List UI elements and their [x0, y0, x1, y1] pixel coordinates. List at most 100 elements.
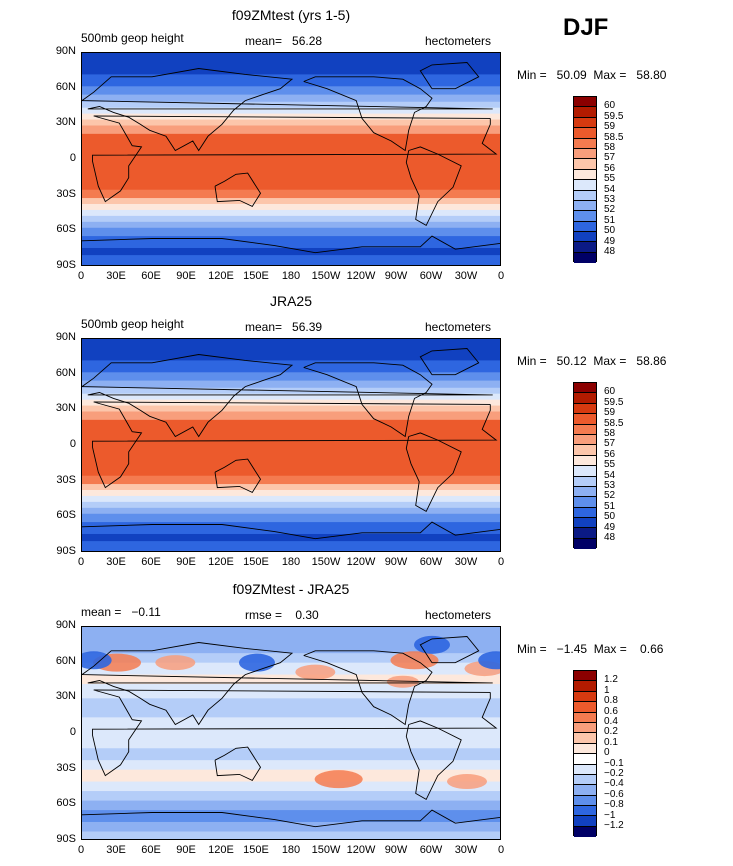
colorbar-segment — [574, 671, 596, 682]
colorbar-segment — [574, 774, 596, 786]
lat-tick-label: 60N — [55, 366, 76, 379]
colorbar-label: 58.5 — [604, 131, 624, 143]
colorbar-label: 49 — [604, 521, 616, 533]
lon-tick-label: 150W — [311, 844, 341, 856]
colorbar-segment — [574, 764, 596, 775]
colorbar-label: −0.8 — [604, 799, 624, 811]
colorbar — [573, 670, 597, 838]
lon-tick-label: 180 — [281, 844, 301, 856]
lon-tick-label: 30W — [454, 270, 478, 282]
lat-tick-label: 60N — [55, 80, 76, 93]
colorbar-label: 48 — [604, 532, 616, 543]
colorbar-label: 0.4 — [604, 716, 618, 727]
colorbar-label: 57 — [604, 152, 616, 164]
colorbar-segment — [574, 518, 596, 529]
colorbar-label: 58 — [604, 428, 616, 439]
lon-tick-label: 150E — [243, 270, 269, 282]
colorbar-label: −0.1 — [604, 757, 624, 769]
colorbar — [573, 382, 597, 550]
colorbar-segment — [574, 826, 596, 838]
lon-tick-label: 0 — [77, 844, 85, 856]
colorbar-segment — [574, 538, 596, 550]
colorbar-label: 0.1 — [604, 736, 618, 748]
colorbar-segment — [574, 242, 596, 253]
lon-tick-label: 180 — [281, 556, 301, 568]
lat-tick-label: 30S — [56, 473, 76, 486]
lon-tick-label: 0 — [497, 270, 505, 282]
colorbar-label: −1 — [604, 809, 616, 821]
lon-tick-label: 120W — [346, 844, 376, 856]
colorbar-segment — [574, 466, 596, 477]
lon-tick-label: 60W — [419, 844, 443, 856]
header-left: 500mb geop height — [81, 31, 184, 45]
colorbar-segment — [574, 486, 596, 498]
colorbar-segment — [574, 785, 596, 796]
colorbar-label: 54 — [604, 183, 616, 195]
colorbar-label: 53 — [604, 194, 616, 205]
lon-tick-label: 30E — [106, 556, 126, 568]
lat-tick-label: 60S — [56, 223, 76, 236]
colorbar-label: 58.5 — [604, 417, 624, 429]
colorbar-segment — [574, 816, 596, 827]
colorbar-segment — [574, 414, 596, 425]
colorbar-label: 58 — [604, 142, 616, 153]
colorbar-segment — [574, 148, 596, 160]
lon-tick-label: 90W — [384, 556, 408, 568]
colorbar-segment — [574, 221, 596, 233]
colorbar-segment — [574, 702, 596, 713]
colorbar-label: 60 — [604, 100, 616, 112]
lat-tick-label: 30N — [55, 116, 76, 129]
lon-tick-label: 30W — [454, 844, 478, 856]
colorbar-segment — [574, 211, 596, 222]
header-units: hectometers — [425, 34, 492, 48]
lon-tick-label: 120E — [208, 556, 234, 568]
lat-tick-label: 90S — [56, 833, 76, 845]
colorbar-label: −1.2 — [604, 820, 624, 831]
colorbar-label: 48 — [604, 246, 616, 257]
lon-tick-label: 90E — [176, 556, 196, 568]
colorbar-label: 0 — [604, 747, 610, 759]
colorbar-label: 50 — [604, 511, 616, 523]
colorbar-label: 53 — [604, 480, 616, 491]
lon-tick-label: 30E — [106, 844, 126, 856]
lon-tick-label: 90W — [384, 844, 408, 856]
colorbar-segment — [574, 733, 596, 744]
panel-title: f09ZMtest - JRA25 — [232, 581, 350, 597]
lat-tick-label: 90N — [55, 45, 76, 57]
colorbar-segment — [574, 455, 596, 467]
colorbar-segment — [574, 424, 596, 435]
colorbar-segment — [574, 754, 596, 765]
colorbar-label: 51 — [604, 500, 616, 512]
colorbar-segment — [574, 476, 596, 487]
colorbar-label: 57 — [604, 438, 616, 450]
lat-tick-label: 60N — [55, 654, 76, 667]
lat-tick-label: 90N — [55, 331, 76, 343]
colorbar-label: 52 — [604, 204, 616, 216]
lon-tick-label: 90E — [176, 844, 196, 856]
header-left: 500mb geop height — [81, 317, 184, 331]
colorbar-label: 1.2 — [604, 674, 618, 686]
colorbar-segment — [574, 107, 596, 118]
lat-tick-label: 0 — [69, 726, 76, 738]
lon-tick-label: 60W — [419, 556, 443, 568]
colorbar-segment — [574, 252, 596, 264]
season-label: DJF — [563, 14, 609, 41]
lat-tick-label: 30N — [55, 402, 76, 415]
lat-tick-label: 30N — [55, 690, 76, 703]
colorbar-label: 0.2 — [604, 726, 618, 738]
lon-tick-label: 0 — [497, 844, 505, 856]
colorbar-segment — [574, 743, 596, 755]
colorbar-label: 56 — [604, 448, 616, 460]
colorbar-segment — [574, 180, 596, 191]
lon-tick-label: 30E — [106, 270, 126, 282]
colorbar-segment — [574, 806, 596, 817]
lon-tick-label: 120E — [208, 844, 234, 856]
colorbar-segment — [574, 190, 596, 201]
colorbar-label: −0.2 — [604, 768, 624, 779]
contour-map — [81, 52, 501, 266]
lon-tick-label: 150W — [311, 270, 341, 282]
colorbar-label: −0.4 — [604, 778, 624, 790]
colorbar-segment — [574, 722, 596, 734]
lon-tick-label: 60E — [141, 556, 161, 568]
lon-tick-label: 0 — [77, 556, 85, 568]
